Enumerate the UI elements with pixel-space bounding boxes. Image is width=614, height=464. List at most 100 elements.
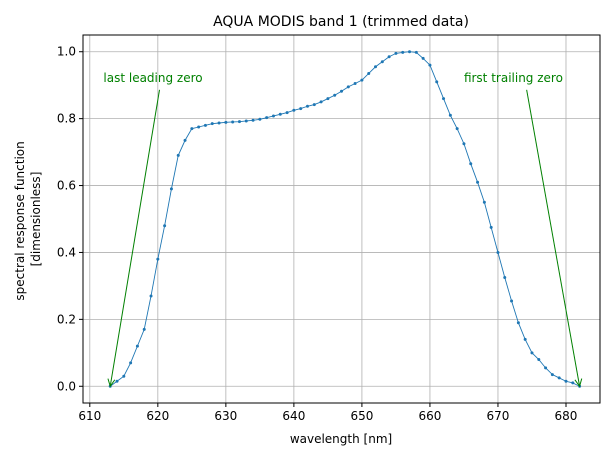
annotation-arrow-shaft: [526, 89, 581, 387]
data-point: [510, 299, 514, 303]
data-point: [278, 112, 282, 116]
data-point: [237, 120, 241, 124]
y-tick-label: 0.2: [57, 312, 76, 326]
data-point: [292, 108, 296, 112]
y-tick-label: 1.0: [57, 45, 76, 59]
data-point: [503, 276, 507, 280]
data-point: [271, 114, 275, 118]
data-point: [190, 127, 194, 131]
data-point: [142, 327, 146, 331]
data-point: [544, 366, 548, 370]
annotation-label: first trailing zero: [464, 71, 563, 85]
data-point: [353, 82, 357, 86]
data-point: [333, 93, 337, 97]
data-point: [217, 121, 221, 125]
annotation-arrow-head: [574, 378, 583, 388]
data-point: [251, 118, 255, 122]
data-point: [516, 321, 520, 325]
y-tick-label: 0.0: [57, 379, 76, 393]
y-axis-label-line-1: spectral response function: [13, 141, 27, 300]
data-point: [564, 379, 568, 383]
data-point: [258, 117, 262, 121]
y-tick-label: 0.4: [57, 245, 76, 259]
data-point: [571, 381, 575, 385]
y-tick-label: 0.6: [57, 179, 76, 193]
x-tick-label: 670: [487, 409, 510, 423]
data-point: [319, 100, 323, 104]
data-point: [401, 50, 405, 54]
data-point: [360, 78, 364, 82]
data-point: [210, 122, 214, 126]
x-tick-label: 650: [350, 409, 373, 423]
data-point: [469, 162, 473, 166]
data-point: [557, 376, 561, 380]
data-point: [428, 63, 432, 67]
y-axis-label: spectral response function [dimensionles…: [13, 137, 43, 300]
data-point: [115, 379, 119, 383]
data-point: [244, 119, 248, 123]
data-point: [414, 50, 418, 54]
data-point: [421, 56, 425, 60]
data-point: [482, 200, 486, 204]
data-point: [135, 344, 139, 348]
series-layer: [108, 50, 582, 388]
data-point: [299, 107, 303, 111]
data-point: [265, 116, 269, 120]
x-tick-label: 660: [418, 409, 441, 423]
data-point: [169, 187, 173, 191]
data-point: [312, 103, 316, 107]
x-tick-label: 610: [78, 409, 101, 423]
data-point: [394, 51, 398, 55]
data-point: [435, 80, 439, 84]
data-point: [550, 373, 554, 377]
data-point: [305, 104, 309, 108]
data-point: [197, 125, 201, 129]
data-point: [489, 225, 493, 229]
data-point: [129, 361, 133, 365]
data-point: [156, 257, 160, 261]
data-point: [387, 55, 391, 59]
data-point: [149, 294, 153, 298]
annotation-arrow-shaft: [109, 89, 161, 387]
data-point: [176, 153, 180, 157]
x-tick-label: 680: [555, 409, 578, 423]
data-point: [537, 358, 541, 362]
data-point: [448, 113, 452, 117]
data-point: [462, 142, 466, 146]
data-point: [122, 374, 126, 378]
data-point: [346, 85, 350, 89]
x-axis-label: wavelength [nm]: [290, 432, 392, 446]
data-point: [523, 337, 527, 341]
data-point: [442, 97, 446, 101]
grid-layer: [83, 35, 600, 403]
data-point: [183, 138, 187, 142]
data-point: [163, 224, 167, 228]
y-axis-label-line-2: [dimensionless]: [29, 172, 43, 267]
chart-title: AQUA MODIS band 1 (trimmed data): [213, 14, 469, 30]
annotation-arrow-head: [107, 378, 116, 388]
x-tick-label: 620: [146, 409, 169, 423]
data-point: [380, 60, 384, 64]
data-point: [224, 120, 228, 124]
data-point: [530, 351, 534, 355]
data-point: [231, 120, 235, 124]
y-tick-label: 0.8: [57, 112, 76, 126]
data-point: [326, 97, 330, 101]
tick-layer: 610 620 630 640 650 660 670 680 0.0 0.2 0.4 0.6 0.8 1…: [57, 45, 578, 423]
x-tick-label: 640: [282, 409, 305, 423]
annotation-label: last leading zero: [103, 71, 202, 85]
data-point: [496, 250, 500, 254]
data-point: [476, 180, 480, 184]
annotation-layer: last leading zero first trailing zero: [103, 71, 583, 388]
plot-frame: [82, 34, 601, 404]
data-point: [367, 71, 371, 75]
series-line: [109, 51, 580, 387]
data-point: [285, 111, 289, 115]
data-point: [408, 50, 412, 54]
x-tick-label: 630: [214, 409, 237, 423]
data-point: [455, 127, 459, 131]
data-point: [340, 89, 343, 93]
data-point: [203, 123, 207, 127]
